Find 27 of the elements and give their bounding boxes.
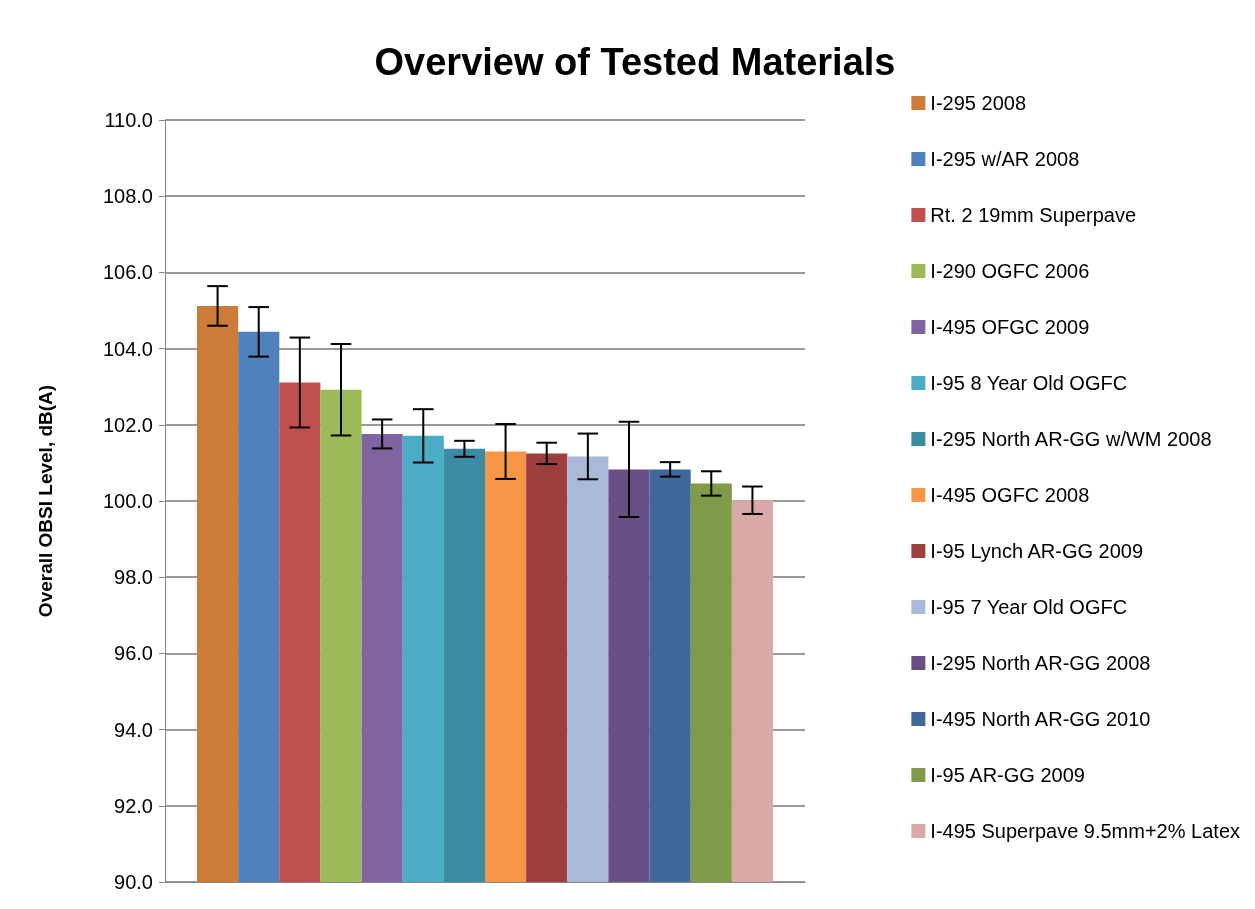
y-tick-label: 108.0 bbox=[102, 185, 153, 208]
legend-label: I-495 North AR-GG 2010 bbox=[930, 708, 1151, 730]
y-tick-label: 96.0 bbox=[114, 642, 153, 665]
y-tick-label: 100.0 bbox=[102, 490, 153, 512]
legend-label: I-95 AR-GG 2009 bbox=[930, 764, 1085, 786]
legend-label: I-295 North AR-GG w/WM 2008 bbox=[930, 428, 1212, 450]
y-tick-label: 98.0 bbox=[114, 566, 153, 589]
y-tick-label: 102.0 bbox=[102, 413, 153, 436]
legend-label: I-95 Lynch AR-GG 2009 bbox=[930, 540, 1144, 562]
y-tick-label: 106.0 bbox=[102, 261, 153, 284]
legend-label: Rt. 2 19mm Superpave bbox=[930, 204, 1137, 226]
y-tick-label: 110.0 bbox=[104, 109, 153, 131]
y-tick-label: 90.0 bbox=[114, 871, 153, 893]
y-tick-label: 92.0 bbox=[114, 794, 153, 817]
y-axis-title: Overall OBSI Level, dB(A) bbox=[35, 384, 56, 618]
legend-label: I-95 8 Year Old OGFC bbox=[930, 372, 1128, 394]
legend-label: I-495 OGFC 2008 bbox=[930, 484, 1090, 506]
legend-label: I-295 2008 bbox=[930, 92, 1027, 114]
chart-title: Overview of Tested Materials bbox=[374, 41, 896, 83]
legend-label: I-295 North AR-GG 2008 bbox=[930, 652, 1151, 674]
legend-label: I-495 Superpave 9.5mm+2% Latex bbox=[930, 820, 1241, 842]
legend-label: I-295 w/AR 2008 bbox=[930, 148, 1080, 170]
y-tick-label: 104.0 bbox=[102, 337, 153, 360]
legend-label: I-495 OFGC 2009 bbox=[930, 316, 1090, 338]
y-tick-label: 94.0 bbox=[114, 718, 153, 741]
legend-label: I-290 OGFC 2006 bbox=[930, 260, 1090, 282]
legend-label: I-95 7 Year Old OGFC bbox=[930, 596, 1128, 618]
